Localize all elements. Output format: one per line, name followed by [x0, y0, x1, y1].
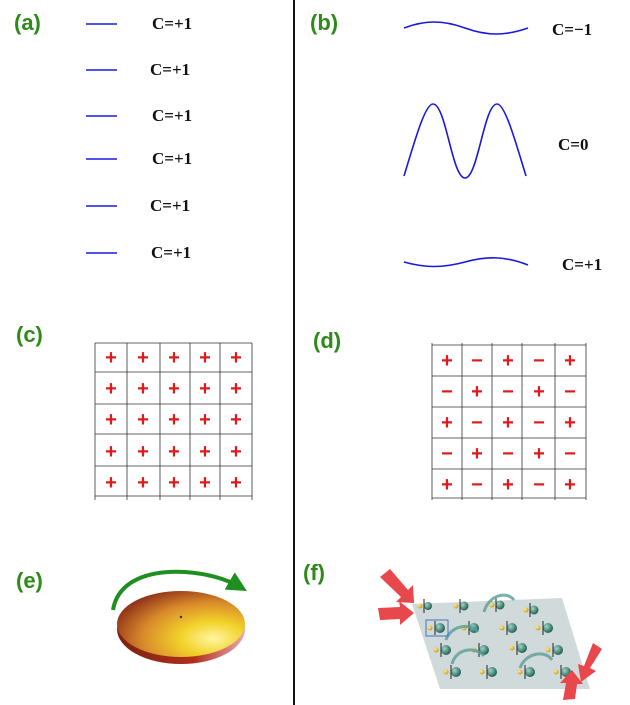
panel-label-d: (d) — [313, 328, 342, 353]
grid-sign: + — [230, 472, 242, 494]
spin-arrows — [423, 598, 562, 679]
grid-sign: + — [137, 441, 149, 463]
grid-sign: + — [564, 474, 576, 496]
panel-label-e: (e) — [16, 568, 43, 593]
grid-sign: + — [105, 347, 117, 369]
grid-sign: + — [105, 472, 117, 494]
grid-sign: − — [533, 350, 545, 372]
unit-cell-box — [425, 619, 449, 637]
disk-surface — [117, 591, 245, 657]
grid-sign: + — [199, 409, 211, 431]
band-middle — [403, 103, 527, 179]
grid-sign: + — [105, 378, 117, 400]
chern-label: C=+1 — [562, 255, 603, 274]
grid-sign: + — [199, 441, 211, 463]
grid-sign: + — [168, 378, 180, 400]
grid-sign: + — [199, 472, 211, 494]
grid-sign: + — [564, 412, 576, 434]
grid-sign: + — [105, 441, 117, 463]
grid-sign: + — [168, 409, 180, 431]
grid-sign: + — [137, 472, 149, 494]
panel-divider — [293, 0, 295, 705]
grid-sign: − — [471, 350, 483, 372]
grid-sign: + — [502, 350, 514, 372]
chern-label: C=−1 — [552, 20, 593, 39]
grid-sign: − — [564, 443, 576, 465]
grid-sign: + — [471, 443, 483, 465]
rotation-arrow — [111, 569, 247, 611]
grid-sign: − — [533, 412, 545, 434]
chern-label: C=+1 — [152, 149, 193, 168]
grid-sign: + — [441, 474, 453, 496]
grid-sign: + — [137, 409, 149, 431]
chern-label: C=+1 — [152, 106, 193, 125]
grid-sign: − — [441, 381, 453, 403]
chern-label: C=+1 — [150, 60, 191, 79]
band-bottom — [403, 257, 529, 268]
panel-label-b: (b) — [310, 10, 339, 35]
grid-sign: − — [502, 443, 514, 465]
grid-sign: − — [441, 443, 453, 465]
grid-sign: − — [564, 381, 576, 403]
grid-sign: + — [105, 409, 117, 431]
disk-center-dot — [179, 615, 183, 619]
grid-sign: − — [471, 474, 483, 496]
grid-sign: + — [502, 474, 514, 496]
grid-sign: + — [168, 472, 180, 494]
grid-sign: + — [502, 412, 514, 434]
chern-label: C=+1 — [152, 14, 193, 33]
hopping-arcs — [444, 593, 554, 669]
grid-sign: + — [168, 441, 180, 463]
grid-sign: − — [471, 412, 483, 434]
grid-sign: + — [199, 347, 211, 369]
panel-label-a: (a) — [14, 10, 41, 35]
grid-sign: + — [230, 347, 242, 369]
grid-sign: + — [441, 350, 453, 372]
chern-label: C=+1 — [151, 243, 192, 262]
grid-sign: + — [137, 378, 149, 400]
grid-sign: + — [137, 347, 149, 369]
panel-label-c: (c) — [16, 322, 43, 347]
grid-sign: − — [502, 381, 514, 403]
chern-label: C=0 — [558, 135, 589, 154]
grid-sign: + — [199, 378, 211, 400]
panel-label-f: (f) — [303, 560, 325, 585]
band-top — [403, 21, 529, 35]
grid-sign: − — [533, 474, 545, 496]
grid-sign: + — [564, 350, 576, 372]
grid-sign: + — [230, 378, 242, 400]
chern-label: C=+1 — [150, 196, 191, 215]
grid-sign: + — [230, 409, 242, 431]
grid-sign: + — [533, 443, 545, 465]
grid-sign: + — [230, 441, 242, 463]
lattice-plane — [412, 598, 590, 689]
grid-sign: + — [533, 381, 545, 403]
pump-arrow-left — [378, 569, 414, 625]
pump-arrow-right — [560, 643, 602, 700]
grid-sign: + — [168, 347, 180, 369]
grid-sign: + — [441, 412, 453, 434]
grid-sign: + — [471, 381, 483, 403]
